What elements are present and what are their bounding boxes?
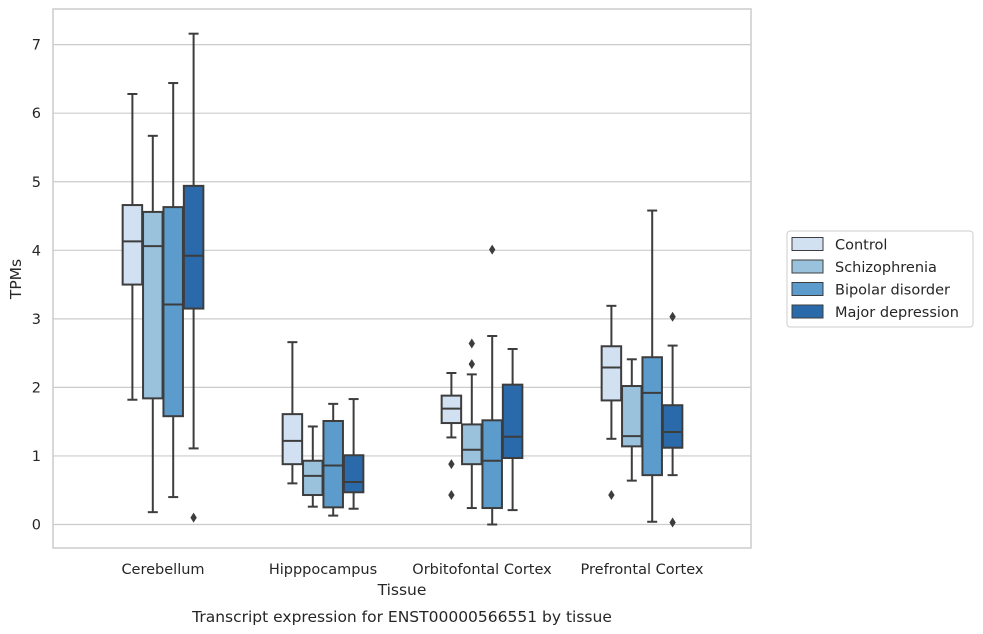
x-axis-label: Tissue (377, 581, 427, 599)
legend: Control Schizophrenia Bipolar disorder Majo… (786, 230, 974, 328)
boxplot-marks (121, 32, 684, 528)
outlier-point (448, 459, 455, 470)
box-3-1 (621, 358, 643, 482)
y-tick-label: 7 (32, 38, 41, 54)
outlier-point (669, 517, 676, 528)
legend-label: Control (835, 238, 887, 254)
box-iqr (182, 184, 205, 310)
outlier-point (468, 359, 475, 370)
box-0-2 (162, 82, 184, 499)
box-iqr (322, 419, 344, 509)
y-tick-label: 1 (32, 449, 41, 465)
box-2-3 (501, 348, 524, 512)
y-tick-label: 6 (32, 106, 41, 122)
box-iqr (661, 404, 684, 449)
plot-frame (52, 8, 752, 549)
box-0-3 (182, 32, 205, 523)
box-iqr (481, 419, 503, 510)
box-3-3 (661, 311, 684, 528)
box-iqr (342, 454, 365, 494)
box-0-0 (121, 93, 144, 401)
y-tick-label: 3 (32, 312, 41, 328)
box-3-2 (641, 209, 663, 523)
outlier-point (669, 311, 676, 322)
y-tick-label: 5 (32, 175, 41, 191)
outlier-point (448, 490, 455, 501)
box-1-1 (302, 425, 324, 508)
box-iqr (121, 204, 144, 286)
box-iqr (501, 383, 524, 460)
legend-swatch (791, 282, 824, 296)
outlier-point (190, 512, 197, 523)
box-iqr (641, 356, 663, 477)
legend-frame (786, 230, 974, 328)
legend-swatch (791, 237, 824, 251)
legend-label: Major depression (835, 305, 959, 321)
x-tick-label: Hipppocampus (269, 562, 377, 578)
box-3-0 (600, 304, 623, 501)
y-axis-label: TPMs (7, 259, 25, 300)
x-tick-label: Prefrontal Cortex (581, 562, 704, 578)
box-iqr (621, 385, 643, 448)
legend-label: Bipolar disorder (835, 283, 950, 299)
box-iqr (281, 413, 304, 466)
x-tick-label: Orbitofontal Cortex (412, 562, 552, 578)
outlier-point (608, 490, 615, 501)
chart-caption: Transcript expression for ENST0000056655… (191, 608, 612, 626)
x-tick-label: Cerebellum (121, 562, 204, 578)
outlier-point (489, 244, 496, 255)
y-tick-label: 4 (32, 243, 41, 259)
legend-swatch (791, 259, 824, 274)
box-1-0 (281, 341, 304, 485)
box-2-0 (440, 372, 463, 501)
y-tick-label: 2 (32, 380, 41, 396)
box-iqr (302, 459, 324, 497)
box-iqr (162, 206, 184, 418)
legend-label: Schizophrenia (835, 260, 937, 276)
box-iqr (600, 345, 623, 402)
y-tick-labels: 0 1 2 3 4 5 6 7 (32, 38, 41, 534)
box-iqr (461, 423, 483, 466)
legend-swatch (791, 304, 824, 319)
box-iqr (142, 210, 164, 400)
box-1-3 (342, 398, 365, 510)
outlier-point (468, 338, 475, 349)
box-1-2 (322, 402, 344, 517)
x-tick-labels: Cerebellum Hipppocampus Orbitofontal Corte… (121, 562, 703, 578)
y-tick-label: 0 (32, 518, 41, 534)
box-2-1 (461, 338, 483, 510)
box-2-2 (481, 244, 503, 526)
